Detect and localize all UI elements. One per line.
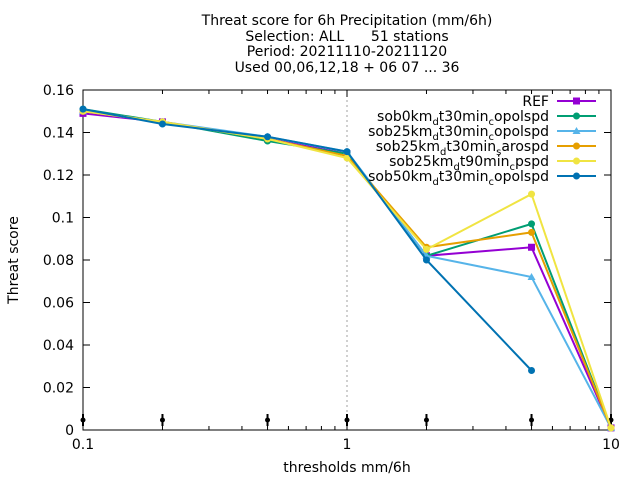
y-axis-label: Threat score [6, 216, 22, 305]
legend-subscript: d [432, 117, 438, 128]
data-point [528, 243, 536, 251]
data-point [607, 424, 615, 432]
legend-subscript: d [432, 132, 438, 143]
x-tick-label: 10 [602, 437, 620, 453]
legend-text-part: sob25km [376, 139, 440, 155]
data-point [528, 220, 536, 228]
legend-subscript: s [496, 147, 501, 158]
data-point [528, 367, 536, 374]
x-tick-label: 1 [343, 437, 352, 453]
legend-text-part: t90min [460, 154, 510, 170]
legend-text-part: sob25km [389, 154, 453, 170]
data-point [343, 148, 351, 156]
data-point [527, 273, 536, 280]
legend-item-5: sob50kmdt30mincopolspd [368, 169, 596, 188]
legend-subscript: c [489, 117, 495, 128]
legend-marker [572, 127, 581, 134]
y-tick-label: 0.14 [43, 126, 74, 142]
legend-subscript: c [489, 132, 495, 143]
data-point [528, 190, 536, 198]
legend-marker [573, 142, 580, 150]
y-tick-label: 0.1 [52, 211, 74, 227]
legend-text-part: sob50km [368, 169, 432, 185]
chart-title-line-4: Used 00,06,12,18 + 06 07 ... 36 [235, 60, 460, 76]
legend-marker [573, 112, 580, 120]
chart-title-line-1: Threat score for 6h Precipitation (mm/6h… [201, 13, 493, 29]
legend-item-2: sob25kmdt30mincopolspd [368, 124, 596, 143]
series-5 [79, 105, 536, 374]
legend-label: sob25kmdt30minsarospd [376, 139, 549, 158]
legend: REFsob0kmdt30mincopolspdsob25kmdt30minco… [368, 94, 596, 188]
legend-subscript: c [489, 177, 495, 188]
legend-item-4: sob25kmdt90mincpspd [389, 154, 596, 173]
legend-subscript: c [510, 162, 516, 173]
legend-text-part: opolspd [494, 109, 549, 125]
y-tick-label: 0.02 [43, 381, 74, 397]
series-line [82, 108, 533, 372]
chart-title-line-2: Selection: ALL 51 stations [245, 29, 448, 45]
legend-text-part: t30min [439, 124, 489, 140]
data-point [343, 154, 351, 162]
x-tick-label: 0.1 [72, 437, 94, 453]
legend-subscript: d [453, 162, 459, 173]
threshold-marker-dot [423, 417, 429, 423]
threshold-marker-dot [529, 417, 535, 423]
legend-text-part: t30min [446, 139, 496, 155]
data-point [79, 105, 87, 113]
legend-marker [573, 172, 580, 180]
data-point [422, 245, 430, 253]
y-tick-label: 0 [65, 423, 74, 439]
legend-item-1: sob0kmdt30mincopolspd [377, 109, 596, 128]
y-tick-label: 0.08 [43, 253, 74, 269]
threshold-marker-dot [159, 417, 165, 423]
threshold-marker-dot [344, 417, 350, 423]
legend-text-part: REF [522, 94, 549, 110]
legend-label: sob25kmdt30mincopolspd [368, 124, 549, 143]
legend-subscript: d [432, 177, 438, 188]
data-point [158, 120, 166, 128]
threshold-marker-dot [80, 417, 86, 423]
data-point [422, 256, 430, 264]
axes: 0 0.02 0.04 0.06 0.08 0.1 0.12 0.14 0.16 0.1 1 10 [43, 83, 620, 453]
data-point [264, 133, 272, 141]
y-tick-label: 0.04 [43, 338, 74, 354]
legend-text-part: opolspd [494, 169, 549, 185]
legend-subscript: d [440, 147, 446, 158]
legend-item-0: REF [522, 94, 596, 110]
threshold-marker-dot [265, 417, 271, 423]
legend-text-part: opolspd [494, 124, 549, 140]
x-axis-label: thresholds mm/6h [283, 460, 410, 476]
y-tick-label: 0.16 [43, 83, 74, 99]
legend-text-part: t30min [439, 109, 489, 125]
chart-title-line-3: Period: 20211110-20211120 [247, 44, 447, 60]
legend-label: sob50kmdt30mincopolspd [368, 169, 549, 188]
legend-label: sob0kmdt30mincopolspd [377, 109, 549, 128]
data-point [528, 228, 536, 236]
legend-text-part: sob0km [377, 109, 432, 125]
legend-marker [573, 97, 580, 105]
legend-label: sob25kmdt90mincpspd [389, 154, 549, 173]
y-tick-label: 0.06 [43, 296, 74, 312]
legend-marker [573, 157, 580, 165]
legend-text-part: pspd [515, 154, 549, 170]
y-tick-label: 0.12 [43, 168, 74, 184]
legend-text-part: sob25km [368, 124, 432, 140]
legend-item-3: sob25kmdt30minsarospd [376, 139, 596, 158]
series [79, 105, 615, 432]
chart-title: Threat score for 6h Precipitation (mm/6h… [201, 13, 493, 76]
legend-label: REF [522, 94, 549, 110]
legend-text-part: t30min [439, 169, 489, 185]
legend-text-part: arospd [501, 139, 549, 155]
